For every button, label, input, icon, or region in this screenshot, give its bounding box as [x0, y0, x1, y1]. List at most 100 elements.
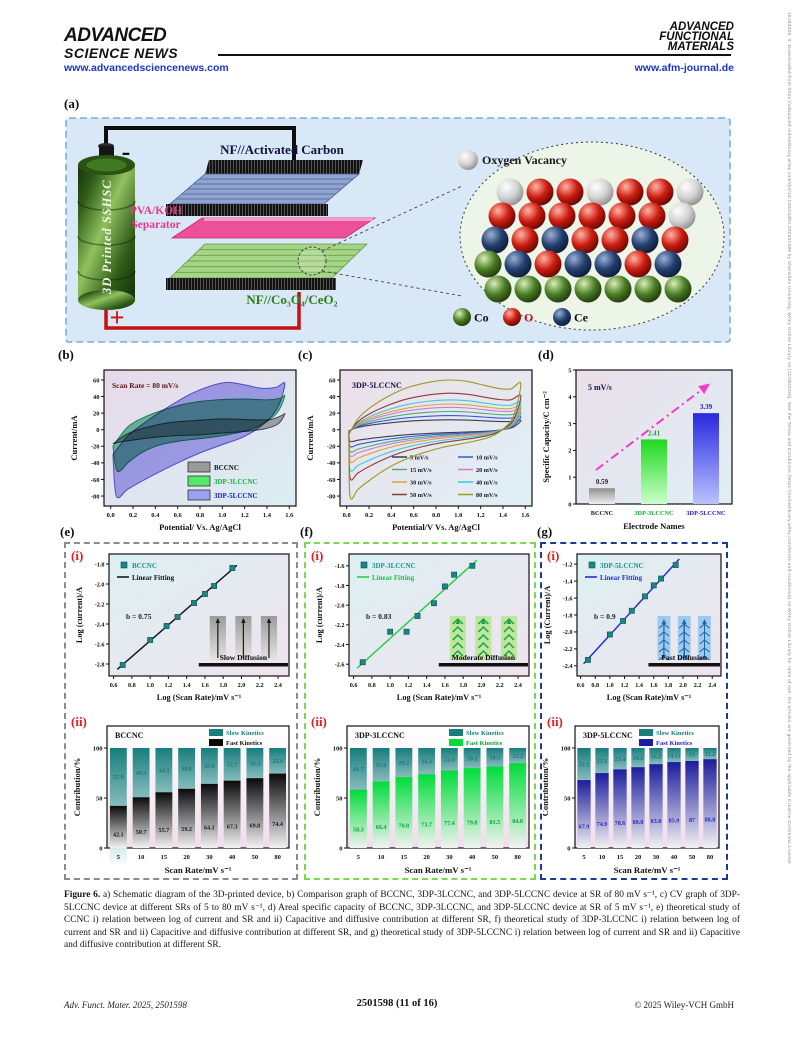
svg-text:50: 50 — [492, 854, 499, 861]
svg-text:0.2: 0.2 — [365, 512, 373, 519]
svg-text:35.9: 35.9 — [204, 764, 215, 770]
svg-text:1.0: 1.0 — [146, 682, 154, 689]
svg-text:3.39: 3.39 — [700, 403, 713, 411]
journal-logo-line3: MATERIALS — [667, 41, 734, 53]
svg-text:5: 5 — [117, 854, 121, 861]
svg-text:15.2: 15.2 — [512, 754, 523, 760]
svg-text:3DP-5LCCNC: 3DP-5LCCNC — [214, 492, 258, 500]
svg-text:0.4: 0.4 — [387, 512, 396, 519]
svg-text:10: 10 — [599, 854, 606, 861]
svg-text:Log (Current)/A: Log (Current)/A — [543, 586, 552, 645]
svg-text:42.1: 42.1 — [113, 833, 124, 839]
svg-text:BCCNC: BCCNC — [115, 731, 144, 740]
svg-text:-80: -80 — [327, 493, 336, 500]
svg-text:2.4: 2.4 — [708, 682, 716, 689]
svg-text:1.4: 1.4 — [183, 682, 191, 689]
svg-text:5: 5 — [357, 854, 361, 861]
svg-text:Log (current)/A: Log (current)/A — [315, 587, 324, 643]
svg-text:1.2: 1.2 — [621, 682, 629, 689]
svg-text:0.0: 0.0 — [343, 512, 351, 519]
svg-text:55.7: 55.7 — [159, 828, 170, 834]
svg-text:1.6: 1.6 — [521, 512, 530, 519]
svg-text:-2.2: -2.2 — [335, 622, 345, 629]
brand-line2: SCIENCE NEWS — [64, 45, 179, 61]
svg-text:15 mV/s: 15 mV/s — [410, 467, 432, 474]
svg-text:85.9: 85.9 — [669, 819, 680, 825]
svg-text:2.2: 2.2 — [694, 682, 702, 689]
svg-text:NF//Activated Carbon: NF//Activated Carbon — [220, 142, 345, 157]
svg-text:Log (current)/A: Log (current)/A — [75, 587, 84, 643]
svg-text:-2.4: -2.4 — [95, 621, 105, 628]
svg-text:Contribution/%: Contribution/% — [543, 758, 550, 817]
svg-text:50.7: 50.7 — [136, 830, 147, 836]
svg-text:Specific Capacity/C cm⁻²: Specific Capacity/C cm⁻² — [541, 391, 551, 483]
svg-text:84.8: 84.8 — [512, 819, 523, 825]
svg-text:0.8: 0.8 — [432, 512, 441, 519]
brand-url-link[interactable]: www.advancedsciencenews.com — [64, 62, 229, 74]
svg-text:-2.6: -2.6 — [335, 661, 345, 668]
svg-text:50: 50 — [336, 795, 343, 802]
svg-text:18.5: 18.5 — [490, 755, 501, 761]
svg-text:20: 20 — [93, 410, 100, 417]
svg-text:30: 30 — [206, 854, 213, 861]
3lccnc-log-fit-chart: 0.6 0.8 1.0 1.2 1.4 1.6 1.8 2.0 2.2 2.4 -1.6 -1.8 -2… — [315, 553, 530, 702]
svg-text:5: 5 — [568, 367, 572, 374]
svg-text:1.8: 1.8 — [219, 682, 227, 689]
svg-text:-2.4: -2.4 — [335, 642, 345, 649]
svg-text:Separator: Separator — [131, 219, 180, 231]
svg-text:3DP-3LCCNC: 3DP-3LCCNC — [372, 562, 416, 570]
brand-line1: ADVANCED — [64, 25, 167, 46]
journal-url-link[interactable]: www.afm-journal.de — [634, 62, 734, 74]
svg-text:20: 20 — [635, 854, 642, 861]
svg-text:10: 10 — [138, 854, 145, 861]
svg-text:Co: Co — [474, 311, 489, 325]
svg-text:69.8: 69.8 — [250, 824, 261, 830]
svg-text:0.6: 0.6 — [350, 682, 358, 689]
svg-text:-2.2: -2.2 — [95, 601, 105, 608]
svg-text:40: 40 — [671, 854, 678, 861]
svg-text:0.6: 0.6 — [577, 682, 585, 689]
svg-text:0.6: 0.6 — [410, 512, 419, 519]
svg-text:O: O — [524, 311, 533, 325]
panel-f-ii-label: (ii) — [311, 714, 327, 729]
svg-text:-1.8: -1.8 — [95, 561, 105, 568]
3lccnc-contribution-chart: 0 50 100 Contribution/% 41.7 58.3 5 33.6 66.4 10 2… — [312, 725, 530, 875]
svg-text:-2.8: -2.8 — [95, 661, 105, 668]
svg-text:3DP-3LCCNC: 3DP-3LCCNC — [214, 478, 258, 486]
svg-text:50: 50 — [564, 795, 571, 802]
svg-text:1.4: 1.4 — [635, 682, 643, 689]
svg-text:3DP-3LCCNC: 3DP-3LCCNC — [634, 510, 674, 517]
figure-caption: Figure 6. a) Schematic diagram of the 3D… — [64, 889, 740, 952]
svg-text:-1.6: -1.6 — [563, 595, 573, 602]
svg-text:-60: -60 — [327, 477, 336, 484]
panel-c-label: (c) — [298, 347, 313, 362]
svg-text:60: 60 — [93, 377, 100, 384]
svg-text:b = 0.83: b = 0.83 — [366, 612, 392, 621]
svg-text:Contribution/%: Contribution/% — [72, 758, 82, 817]
svg-text:2.0: 2.0 — [679, 682, 687, 689]
svg-text:15: 15 — [401, 854, 408, 861]
header-rule — [218, 54, 731, 56]
svg-text:Fast Diffusion: Fast Diffusion — [661, 653, 708, 662]
footer-citation: Adv. Funct. Mater. 2025, 2501598 — [64, 1000, 187, 1010]
svg-text:15: 15 — [617, 854, 624, 861]
svg-text:57.9: 57.9 — [113, 775, 124, 781]
svg-text:80: 80 — [514, 854, 521, 861]
svg-text:-2.2: -2.2 — [563, 646, 573, 653]
svg-text:BCCNC: BCCNC — [132, 562, 157, 570]
svg-text:74.9: 74.9 — [597, 822, 608, 828]
svg-text:Fast Kinetics: Fast Kinetics — [466, 740, 503, 747]
svg-text:Ce: Ce — [574, 311, 589, 325]
svg-text:3DP-5LCCNC: 3DP-5LCCNC — [686, 510, 726, 517]
bccnc-contribution-chart: 0 50 100 Contribution/% 57.9 42.1 5 49.3 50.7 10 4… — [72, 725, 290, 875]
svg-text:79.8: 79.8 — [467, 820, 478, 826]
panel-g-box: (i) 0.6 0.8 1.0 1.2 1.4 1.6 1.8 2.0 2.2 2.4 -1.2 -1… — [540, 542, 728, 880]
svg-text:3DP-5LCCNC: 3DP-5LCCNC — [352, 381, 402, 390]
svg-text:Scan Rate/mV s⁻¹: Scan Rate/mV s⁻¹ — [614, 865, 681, 875]
svg-text:11.2: 11.2 — [705, 752, 715, 758]
svg-text:-1.4: -1.4 — [563, 578, 573, 585]
svg-text:1.4: 1.4 — [499, 512, 508, 519]
svg-text:4: 4 — [568, 394, 572, 401]
svg-text:74.4: 74.4 — [272, 822, 283, 828]
panel-g-ii-label: (ii) — [547, 714, 563, 729]
